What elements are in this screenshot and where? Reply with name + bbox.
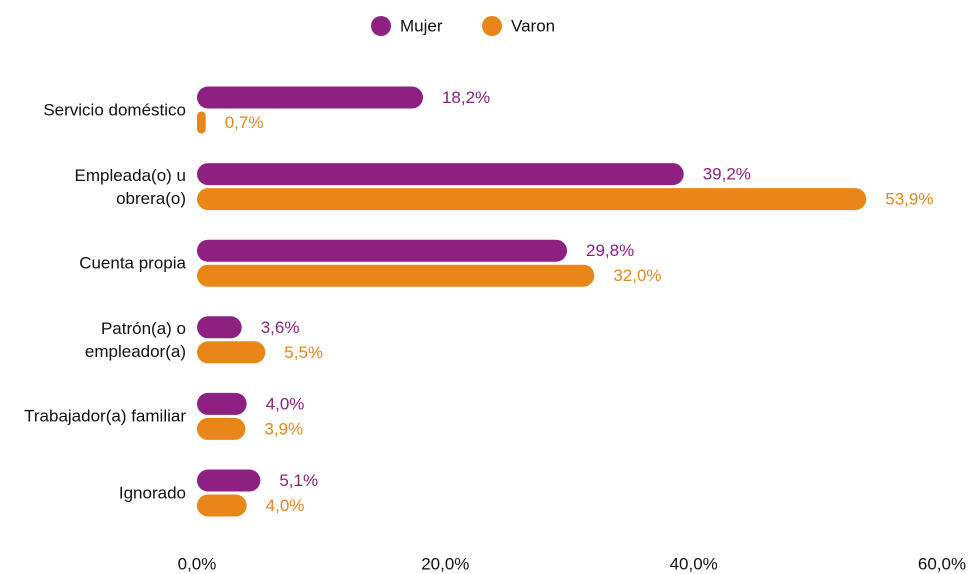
- bar: [197, 341, 265, 363]
- y-tick-label: Empleada(o) u obrera(o): [6, 164, 186, 210]
- bar: [197, 495, 247, 517]
- bar: [197, 87, 423, 109]
- bar: [197, 393, 247, 415]
- bar: [197, 265, 594, 287]
- legend-label: Mujer: [400, 16, 443, 35]
- page: {"chart_data": {"type": "bar", "orientat…: [0, 0, 975, 574]
- x-tick-label: 0,0%: [178, 554, 217, 573]
- legend-marker: [482, 16, 502, 36]
- x-tick-label: 20,0%: [421, 554, 469, 573]
- value-label: 3,6%: [261, 318, 300, 337]
- value-label: 4,0%: [266, 496, 305, 515]
- bar: [197, 316, 242, 338]
- bar: [197, 470, 260, 492]
- legend-marker: [371, 16, 391, 36]
- bar: [197, 188, 866, 210]
- bar: [197, 163, 684, 185]
- value-label: 3,9%: [264, 419, 303, 438]
- value-label: 4,0%: [266, 394, 305, 413]
- value-label: 53,9%: [885, 190, 933, 209]
- value-label: 39,2%: [703, 165, 751, 184]
- value-label: 32,0%: [613, 266, 661, 285]
- y-tick-label: Servicio doméstico: [6, 99, 186, 122]
- value-label: 29,8%: [586, 241, 634, 260]
- value-label: 5,1%: [279, 471, 318, 490]
- bar: [197, 112, 206, 134]
- value-label: 18,2%: [442, 88, 490, 107]
- bar: [197, 418, 245, 440]
- value-label: 5,5%: [284, 343, 323, 362]
- x-tick-label: 40,0%: [670, 554, 718, 573]
- value-label: 0,7%: [225, 113, 264, 132]
- y-tick-label: Patrón(a) o empleador(a): [6, 317, 186, 363]
- legend-label: Varon: [511, 16, 555, 35]
- y-tick-label: Trabajador(a) familiar: [6, 405, 186, 428]
- y-tick-label: Ignorado: [6, 482, 186, 505]
- x-tick-label: 60,0%: [918, 554, 966, 573]
- y-tick-label: Cuenta propia: [6, 252, 186, 275]
- bar: [197, 240, 567, 262]
